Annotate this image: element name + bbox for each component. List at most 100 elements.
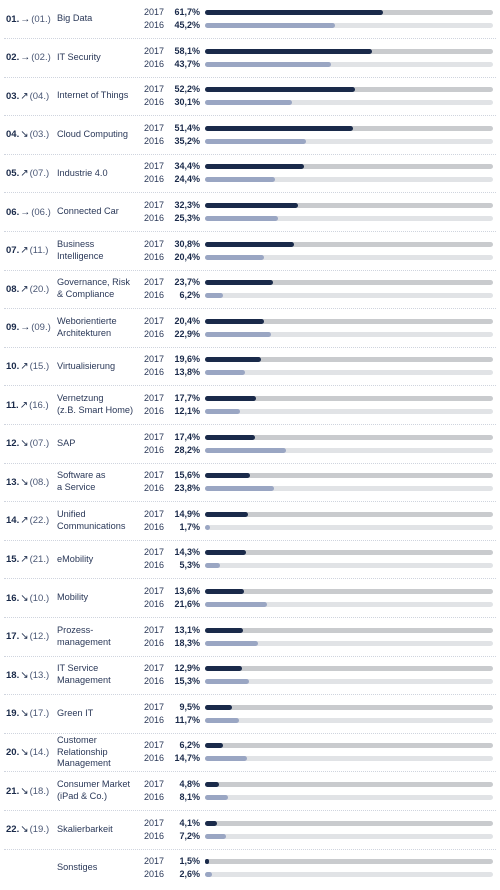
data-label: 18,3%: [174, 637, 200, 648]
bar-2016: [205, 872, 213, 878]
data-label: 6,2%: [179, 290, 200, 301]
bar-2017: [205, 164, 305, 170]
year-label: 2017: [144, 122, 165, 133]
bar-track: [205, 563, 493, 569]
chart-row: 22. ↘ (19.) Skalierbarkeit 2017 4,1% 2016 7,2%: [0, 811, 500, 850]
rank-previous: (03.): [29, 129, 50, 141]
data-label: 61,7%: [174, 7, 200, 17]
category-label: Unified Communications: [57, 509, 126, 531]
bar-track: [205, 61, 493, 67]
bar-track: [205, 550, 493, 556]
bar-track: [205, 473, 493, 479]
series-line-2016: 2016 12,1%: [0, 405, 500, 417]
rank-current: 04.: [6, 129, 20, 141]
data-label: 13,1%: [174, 624, 200, 635]
category-label: eMobility: [57, 553, 94, 564]
rank-current: 07.: [6, 245, 20, 257]
year-label: 2016: [144, 213, 165, 223]
year-label: 2017: [144, 624, 165, 635]
data-label: 24,4%: [174, 174, 200, 185]
series-line-2017: 2017 52,2%: [0, 83, 500, 95]
bar-2017: [205, 589, 245, 594]
series-line-2017: 2017 51,4%: [0, 122, 500, 134]
bar-track: [205, 511, 493, 517]
rank-label: 03. ↗ (04.): [6, 77, 58, 115]
chart-row: 16. ↘ (10.) Mobility 2017 13,6% 2016 21,6%: [0, 579, 500, 618]
rank-current: 02.: [6, 52, 20, 64]
bar-2016: [205, 138, 307, 144]
series-line-2017: 2017 13,6%: [0, 585, 500, 597]
data-label: 14,7%: [174, 753, 200, 764]
rank-label: 07. ↗ (11.): [6, 232, 58, 270]
year-label: 2017: [144, 663, 165, 674]
bar-track: [205, 370, 493, 376]
rank-label: 02. → (02.): [6, 39, 58, 77]
category-label: Business Intelligence: [57, 238, 104, 261]
data-label: 30,1%: [174, 97, 200, 108]
bar-2017: [205, 627, 243, 633]
rank-label: 14. ↗ (22.): [6, 502, 58, 540]
bar-2016: [205, 524, 210, 530]
bar-2016: [205, 563, 221, 569]
rank-current: 09.: [6, 322, 20, 334]
bar-track: [205, 666, 493, 672]
bar-track: [205, 125, 493, 131]
rank-previous: (07.): [29, 167, 50, 179]
year-label: 2016: [144, 521, 165, 532]
series-line-2016: 2016 2,6%: [0, 868, 500, 880]
year-label: 2017: [144, 547, 165, 558]
bar-track: [205, 743, 493, 749]
chart-row: 14. ↗ (22.) Unified Communications 2017 14,9%…: [0, 502, 500, 541]
rank-current: 17.: [6, 631, 20, 643]
bar-2017: [205, 357, 262, 363]
rank-trend-icon: ↘: [20, 631, 29, 643]
series-line-2017: 2017 6,2%: [0, 739, 500, 751]
chart-row: 17. ↘ (12.) Prozess- management 2017 13,1% 201…: [0, 618, 500, 657]
chart-row: 20. ↘ (14.) Customer Relationship Managemen…: [0, 733, 500, 773]
rank-trend-icon: ↗: [20, 90, 29, 102]
data-label: 17,7%: [174, 393, 200, 403]
data-label: 30,8%: [174, 238, 200, 249]
rank-previous: (09.): [31, 322, 51, 334]
series-line-2016: 2016 24,4%: [0, 173, 500, 185]
series-line-2017: 2017 61,7%: [0, 6, 500, 18]
rank-current: 01.: [6, 13, 20, 25]
rank-previous: (02.): [31, 52, 51, 64]
bar-track: [205, 293, 493, 299]
data-label: 45,2%: [174, 20, 200, 30]
series-line-2017: 2017 32,3%: [0, 199, 500, 211]
year-label: 2017: [144, 393, 165, 403]
rank-label: 13. ↘ (08.): [6, 463, 58, 501]
series-line-2017: 2017 34,4%: [0, 160, 500, 172]
chart-row: Sonstiges 2017 1,5% 2016 2,6%: [0, 849, 500, 887]
series-line-2016: 2016 20,4%: [0, 251, 500, 263]
series-line-2017: 2017 12,9%: [0, 662, 500, 674]
year-label: 2017: [144, 701, 165, 712]
data-label: 23,7%: [174, 277, 200, 288]
category-label: Consumer Market (iPad & Co.): [57, 779, 131, 801]
data-label: 20,4%: [174, 315, 200, 326]
bar-2016: [205, 640, 258, 646]
series-line-2017: 2017 14,3%: [0, 546, 500, 558]
series-line-2017: 2017 30,8%: [0, 238, 500, 250]
category-label: Customer Relationship Management: [57, 734, 111, 769]
year-label: 2017: [144, 817, 165, 828]
rank-current: 10.: [6, 360, 20, 372]
bar-track: [205, 589, 493, 594]
series-line-2016: 2016 11,7%: [0, 714, 500, 726]
rank-previous: (16.): [29, 399, 49, 411]
bar-2017: [205, 704, 233, 710]
bar-track: [205, 138, 493, 144]
bar-track: [205, 704, 493, 710]
year-label: 2017: [144, 277, 165, 288]
series-line-2016: 2016 28,2%: [0, 444, 500, 456]
bar-track: [205, 357, 493, 363]
rank-current: 12.: [6, 438, 20, 450]
series-line-2016: 2016 1,7%: [0, 521, 500, 533]
rank-label: 05. ↗ (07.): [6, 154, 58, 192]
bar-track: [205, 486, 493, 492]
rank-trend-icon: ↘: [20, 669, 29, 681]
bar-track: [205, 241, 493, 247]
bar-2016: [205, 61, 331, 67]
bar-2017: [205, 87, 356, 93]
